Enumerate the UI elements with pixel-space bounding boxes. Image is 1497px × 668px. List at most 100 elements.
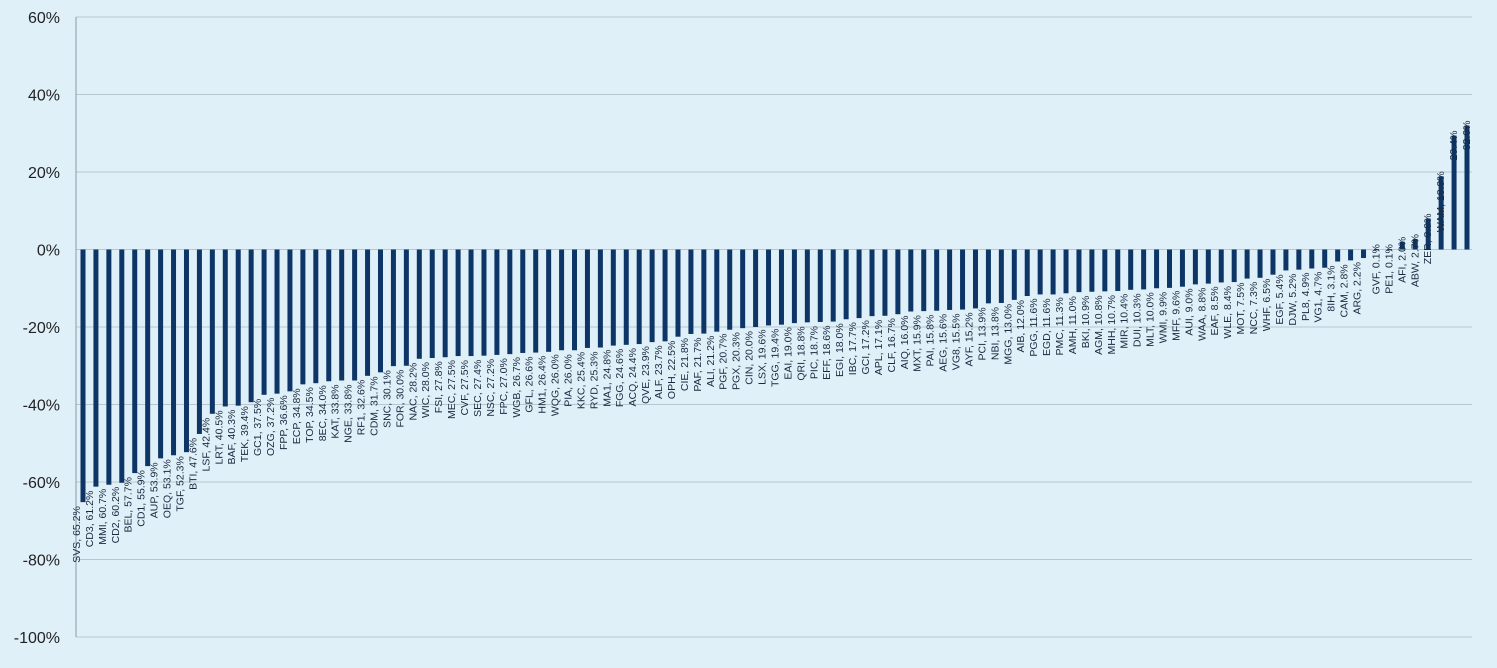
bar	[1361, 249, 1367, 259]
data-label: PL8, 4.9%	[1300, 272, 1312, 320]
data-label: OEQ, 53.1%	[162, 459, 174, 518]
bar	[817, 249, 823, 322]
bar	[171, 249, 177, 456]
data-label: WLE, 8.4%	[1222, 286, 1234, 339]
data-label: EAI, 19.0%	[782, 327, 794, 380]
data-label: VG1, 4.7%	[1313, 272, 1325, 323]
bar	[1205, 249, 1211, 284]
data-label: 29.4%	[1448, 131, 1460, 161]
data-label: MOT, 7.5%	[1235, 283, 1247, 335]
bar	[1386, 249, 1392, 251]
data-label: AUP, 53.9%	[149, 462, 161, 518]
bars	[80, 125, 1470, 503]
data-label: CIN, 20.0%	[744, 331, 756, 385]
bar	[442, 249, 448, 358]
bar	[882, 249, 888, 316]
data-label: TEK, 39.4%	[239, 406, 251, 462]
bar	[158, 249, 164, 459]
data-label: MFF, 9.6%	[1170, 291, 1182, 341]
data-label: WAM, 18.9%	[1435, 171, 1447, 232]
data-label: RYD, 25.3%	[588, 352, 600, 410]
data-label: LSF, 42.4%	[200, 418, 212, 472]
bar	[649, 249, 655, 343]
bar	[766, 249, 772, 326]
data-label: WAA, 8.8%	[1196, 288, 1208, 341]
y-tick-label: 0%	[37, 243, 60, 260]
data-label: MMI, 60.7%	[97, 489, 109, 545]
data-label: NBI, 13.8%	[989, 307, 1001, 360]
data-label: AIB, 12.0%	[1015, 300, 1027, 353]
data-label: EGD, 11.6%	[1041, 298, 1053, 356]
bar	[1102, 249, 1108, 292]
bar	[1024, 249, 1030, 296]
data-label: EGF, 5.4%	[1274, 274, 1286, 324]
bar	[1451, 135, 1457, 250]
data-label: 8EC, 34.0%	[317, 385, 329, 441]
data-label: LSX, 19.6%	[757, 329, 769, 384]
data-label: WIC, 28.0%	[420, 362, 432, 418]
bar	[947, 249, 953, 310]
data-label: ECP, 34.8%	[291, 388, 303, 444]
data-label: VG8, 15.5%	[951, 314, 963, 371]
bar	[119, 249, 125, 483]
data-label: FPC, 27.0%	[498, 358, 510, 415]
bar	[1348, 249, 1354, 261]
bar	[753, 249, 759, 327]
bar	[559, 249, 565, 351]
bar	[145, 249, 151, 467]
bar	[1322, 249, 1328, 268]
y-tick-label: -60%	[23, 475, 60, 492]
bar	[998, 249, 1004, 303]
y-tick-label: -80%	[23, 553, 60, 570]
data-label: GCI, 17.2%	[860, 320, 872, 374]
bar	[1257, 249, 1263, 278]
data-label: GC1, 37.5%	[252, 399, 264, 456]
data-label: PGF, 20.7%	[718, 334, 730, 390]
data-label: TGF, 52.3%	[174, 456, 186, 511]
y-axis: 60% 40% 20% 0% -20% -40% -60% -80% -100%	[14, 10, 77, 647]
bar	[352, 249, 358, 381]
bar	[455, 249, 461, 357]
data-label: MA1, 24.8%	[601, 350, 613, 407]
y-tick-label: -100%	[14, 630, 60, 647]
data-label: SVS, 65.2%	[71, 506, 83, 563]
bar	[132, 249, 138, 474]
data-label: AIQ, 16.0%	[899, 315, 911, 369]
bar	[1192, 249, 1198, 285]
bar	[1218, 249, 1224, 283]
data-label: FSI, 27.8%	[433, 361, 445, 413]
bar	[1050, 249, 1056, 295]
data-label: PGG, 11.6%	[1028, 298, 1040, 356]
data-label: PMC, 11.3%	[1054, 297, 1066, 355]
data-label: CVF, 27.5%	[459, 360, 471, 415]
bar	[313, 249, 319, 384]
bar	[1283, 249, 1289, 271]
bar	[1231, 249, 1237, 283]
bar	[183, 249, 189, 453]
data-label: GFL, 26.6%	[524, 357, 536, 413]
bar	[274, 249, 280, 394]
bar	[843, 249, 849, 320]
data-label: EGI, 18.0%	[834, 323, 846, 377]
bar	[416, 249, 422, 359]
bar	[597, 249, 603, 348]
bar	[1412, 239, 1418, 250]
bar	[727, 249, 733, 330]
data-labels: SVS, 65.2% CD3, 61.2% MMI, 60.7% CD2, 60.2%…	[71, 121, 1473, 563]
data-label: IBC, 17.7%	[847, 322, 859, 375]
data-label: NSC, 27.2%	[485, 359, 497, 417]
data-label: 8IH, 3.1%	[1326, 266, 1338, 312]
data-label: ALF, 23.7%	[653, 345, 665, 399]
bar	[1464, 125, 1470, 250]
bar	[1270, 249, 1276, 275]
data-label: PE1, 0.1%	[1383, 244, 1395, 294]
data-label: NAC, 28.2%	[407, 363, 419, 421]
bar	[390, 249, 396, 367]
bar	[934, 249, 940, 311]
bar	[80, 249, 86, 503]
bar	[921, 249, 927, 312]
bar	[1063, 249, 1069, 294]
bar	[507, 249, 513, 355]
bar	[960, 249, 966, 310]
